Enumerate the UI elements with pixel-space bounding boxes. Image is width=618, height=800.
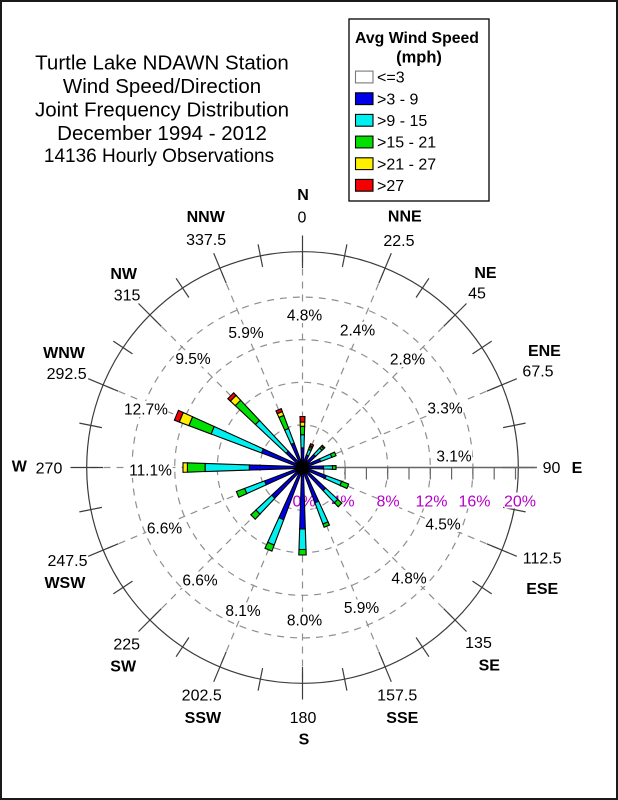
svg-text:180: 180 [290,710,317,727]
svg-text:45: 45 [468,285,486,302]
svg-text:67.5: 67.5 [522,363,553,380]
svg-text:135: 135 [465,635,492,652]
svg-text:8.1%: 8.1% [225,603,261,620]
svg-text:NNE: NNE [388,209,422,226]
svg-text:8%: 8% [376,494,399,511]
svg-text:8.0%: 8.0% [287,613,323,630]
svg-text:4.8%: 4.8% [287,308,323,325]
svg-text:<=3: <=3 [377,70,405,87]
svg-text:225: 225 [113,636,140,653]
svg-text:NNW: NNW [187,209,226,226]
svg-text:292.5: 292.5 [47,366,87,383]
svg-text:ESE: ESE [526,581,558,598]
svg-text:E: E [572,460,583,477]
svg-text:4.5%: 4.5% [425,517,461,534]
svg-text:315: 315 [114,288,141,305]
svg-text:22.5: 22.5 [383,233,414,250]
svg-text:NW: NW [110,266,138,283]
svg-text:16%: 16% [458,494,490,511]
svg-text:Wind Speed/Direction: Wind Speed/Direction [63,75,261,98]
svg-text:S: S [299,732,310,749]
svg-text:202.5: 202.5 [182,688,222,705]
svg-text:14136 Hourly Observations: 14136 Hourly Observations [44,146,274,167]
svg-text:6.6%: 6.6% [182,573,218,590]
svg-text:12%: 12% [415,494,447,511]
svg-text:Turtle Lake NDAWN Station: Turtle Lake NDAWN Station [35,52,289,75]
svg-text:WNW: WNW [43,345,86,362]
svg-text:>21 - 27: >21 - 27 [377,156,436,173]
svg-text:3.3%: 3.3% [427,401,463,418]
svg-text:SSW: SSW [185,710,222,727]
svg-text:ENE: ENE [528,343,561,360]
svg-text:(mph): (mph) [396,49,442,67]
svg-text:247.5: 247.5 [47,553,87,570]
svg-text:>3 - 9: >3 - 9 [377,91,418,108]
svg-text:SW: SW [110,659,137,676]
svg-text:December 1994 - 2012: December 1994 - 2012 [57,122,267,145]
svg-text:5.9%: 5.9% [228,325,264,342]
svg-text:12.7%: 12.7% [124,402,168,419]
svg-text:9.5%: 9.5% [175,351,211,368]
svg-text:157.5: 157.5 [377,688,417,705]
svg-text:SSE: SSE [386,710,418,727]
svg-text:Joint Frequency Distribution: Joint Frequency Distribution [35,99,289,122]
svg-text:Avg Wind Speed: Avg Wind Speed [355,30,479,47]
svg-text:4.8%: 4.8% [391,571,427,588]
svg-text:>9 - 15: >9 - 15 [377,113,427,130]
svg-text:337.5: 337.5 [186,232,226,249]
svg-text:6.6%: 6.6% [147,521,183,538]
svg-text:N: N [297,187,309,204]
svg-text:0: 0 [298,209,307,226]
svg-text:>27: >27 [377,178,404,195]
svg-text:90: 90 [543,460,561,477]
svg-text:SE: SE [479,658,501,675]
svg-text:NE: NE [474,265,497,282]
svg-text:WSW: WSW [44,575,86,592]
svg-text:112.5: 112.5 [523,550,562,567]
svg-text:2.8%: 2.8% [390,352,426,369]
svg-text:3.1%: 3.1% [436,449,472,466]
svg-text:5.9%: 5.9% [344,600,380,617]
svg-text:W: W [12,459,28,476]
svg-text:20%: 20% [504,494,536,511]
svg-text:>15 - 21: >15 - 21 [377,135,436,152]
svg-text:2.4%: 2.4% [340,323,376,340]
svg-text:270: 270 [36,460,63,477]
svg-text:11.1%: 11.1% [129,463,172,480]
